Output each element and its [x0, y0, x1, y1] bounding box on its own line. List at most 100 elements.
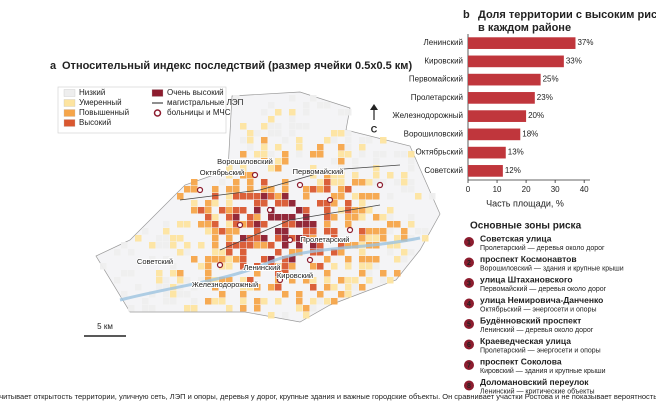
- map-cell: [240, 277, 247, 284]
- map-cell: [212, 186, 219, 193]
- map-cell: [331, 284, 338, 291]
- value-label: 20%: [528, 111, 544, 120]
- map-cell: [324, 298, 331, 305]
- map-cell: [289, 221, 296, 228]
- map-cell: [240, 165, 247, 172]
- map-cell: [275, 144, 282, 151]
- map-cell: [387, 207, 394, 214]
- map-cell: [282, 228, 289, 235]
- zone-number: 6: [467, 342, 471, 349]
- north-arrow-head: [370, 104, 378, 110]
- map-cell: [198, 242, 205, 249]
- map-cell: [170, 235, 177, 242]
- map-cell: [261, 242, 268, 249]
- map-cell: [163, 221, 170, 228]
- map-cell: [170, 263, 177, 270]
- map-cell: [331, 263, 338, 270]
- map-cell: [261, 137, 268, 144]
- map-cell: [282, 221, 289, 228]
- map-cell: [191, 179, 198, 186]
- map-cell: [359, 235, 366, 242]
- hospital-marker: [276, 276, 284, 284]
- hospital-marker: [346, 226, 354, 234]
- panel-letter: a: [50, 60, 57, 72]
- map-cell: [191, 298, 198, 305]
- map-cell: [324, 256, 331, 263]
- map-cell: [338, 144, 345, 151]
- map-cell: [324, 284, 331, 291]
- x-tick-label: 0: [466, 185, 471, 194]
- map-cell: [149, 291, 156, 298]
- map-cell: [226, 263, 233, 270]
- map-cell: [310, 277, 317, 284]
- map-cell: [289, 130, 296, 137]
- map-cell: [240, 242, 247, 249]
- hospital-marker: [266, 206, 274, 214]
- map-cell: [233, 256, 240, 263]
- hospital-marker: [326, 196, 334, 204]
- map: Ворошиловский Октябрьский Первомайский Сове…: [95, 91, 441, 323]
- map-cell: [247, 284, 254, 291]
- map-cell: [275, 263, 282, 270]
- zone-name: Будённовский проспект: [480, 315, 581, 325]
- map-cell: [331, 137, 338, 144]
- map-cell: [338, 249, 345, 256]
- map-cell: [324, 214, 331, 221]
- map-cell: [408, 151, 415, 158]
- district-label: Ворошиловский: [217, 157, 273, 166]
- legend-swatch: [63, 109, 76, 117]
- map-cell: [317, 151, 324, 158]
- map-cell: [212, 242, 219, 249]
- map-cell: [317, 298, 324, 305]
- map-cell: [359, 249, 366, 256]
- hospital-marker: [306, 256, 314, 264]
- zone-name: Доломановский переулок: [480, 377, 589, 387]
- map-cell: [254, 214, 261, 221]
- map-cell: [296, 305, 303, 312]
- map-cell: [205, 270, 212, 277]
- map-cell: [240, 123, 247, 130]
- map-cell: [226, 193, 233, 200]
- map-cell: [331, 200, 338, 207]
- map-cell: [331, 249, 338, 256]
- map-cell: [310, 186, 317, 193]
- map-cell: [268, 312, 275, 319]
- map-cell: [240, 263, 247, 270]
- map-cell: [184, 186, 191, 193]
- map-cell: [401, 228, 408, 235]
- map-cell: [191, 200, 198, 207]
- map-cell: [310, 221, 317, 228]
- map-cell: [268, 186, 275, 193]
- map-cell: [303, 228, 310, 235]
- map-cell: [177, 235, 184, 242]
- map-cell: [352, 207, 359, 214]
- map-cell: [303, 235, 310, 242]
- map-cell: [212, 298, 219, 305]
- value-label: 37%: [577, 38, 593, 47]
- map-cell: [240, 172, 247, 179]
- map-cell: [282, 179, 289, 186]
- map-cell: [163, 235, 170, 242]
- map-cell: [366, 270, 373, 277]
- map-cell: [261, 158, 268, 165]
- map-cell: [387, 172, 394, 179]
- map-cell: [282, 158, 289, 165]
- map-cell: [408, 221, 415, 228]
- zones-title: Основные зоны риска: [470, 221, 582, 232]
- x-axis-label: Часть площади, %: [486, 198, 564, 208]
- scale-label: 5 км: [97, 322, 113, 331]
- map-cell: [128, 270, 135, 277]
- map-cell: [205, 263, 212, 270]
- map-cell: [345, 263, 352, 270]
- map-cell: [205, 256, 212, 263]
- map-cell: [303, 277, 310, 284]
- map-cell: [359, 144, 366, 151]
- map-cell: [163, 228, 170, 235]
- map-cell: [254, 228, 261, 235]
- map-cell: [401, 151, 408, 158]
- map-cell: [275, 270, 282, 277]
- map-cell: [261, 235, 268, 242]
- map-cell: [219, 256, 226, 263]
- zone-badge: [464, 319, 474, 329]
- map-cell: [212, 249, 219, 256]
